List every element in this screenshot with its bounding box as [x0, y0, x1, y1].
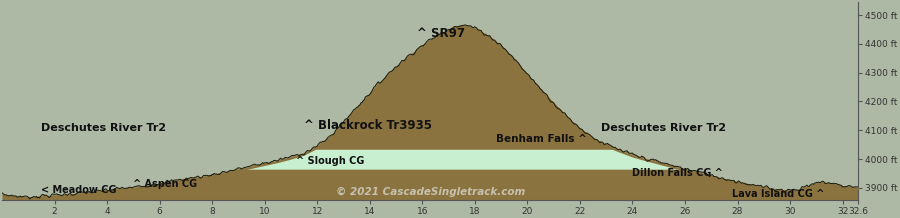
Text: ^ Blackrock Tr3935: ^ Blackrock Tr3935: [304, 119, 432, 132]
Text: © 2021 CascadeSingletrack.com: © 2021 CascadeSingletrack.com: [336, 187, 525, 197]
Text: Lava Island CG ^: Lava Island CG ^: [733, 189, 824, 199]
Text: ^ Aspen CG: ^ Aspen CG: [133, 179, 197, 189]
Text: Dillon Falls CG ^: Dillon Falls CG ^: [633, 168, 724, 178]
Text: < Meadow CG: < Meadow CG: [41, 185, 117, 195]
Text: Deschutes River Tr2: Deschutes River Tr2: [41, 123, 166, 133]
Text: ^ SR97: ^ SR97: [417, 27, 465, 39]
Text: ^ Slough CG: ^ Slough CG: [296, 156, 364, 166]
Text: Benham Falls ^: Benham Falls ^: [496, 134, 587, 144]
Text: Deschutes River Tr2: Deschutes River Tr2: [601, 123, 726, 133]
